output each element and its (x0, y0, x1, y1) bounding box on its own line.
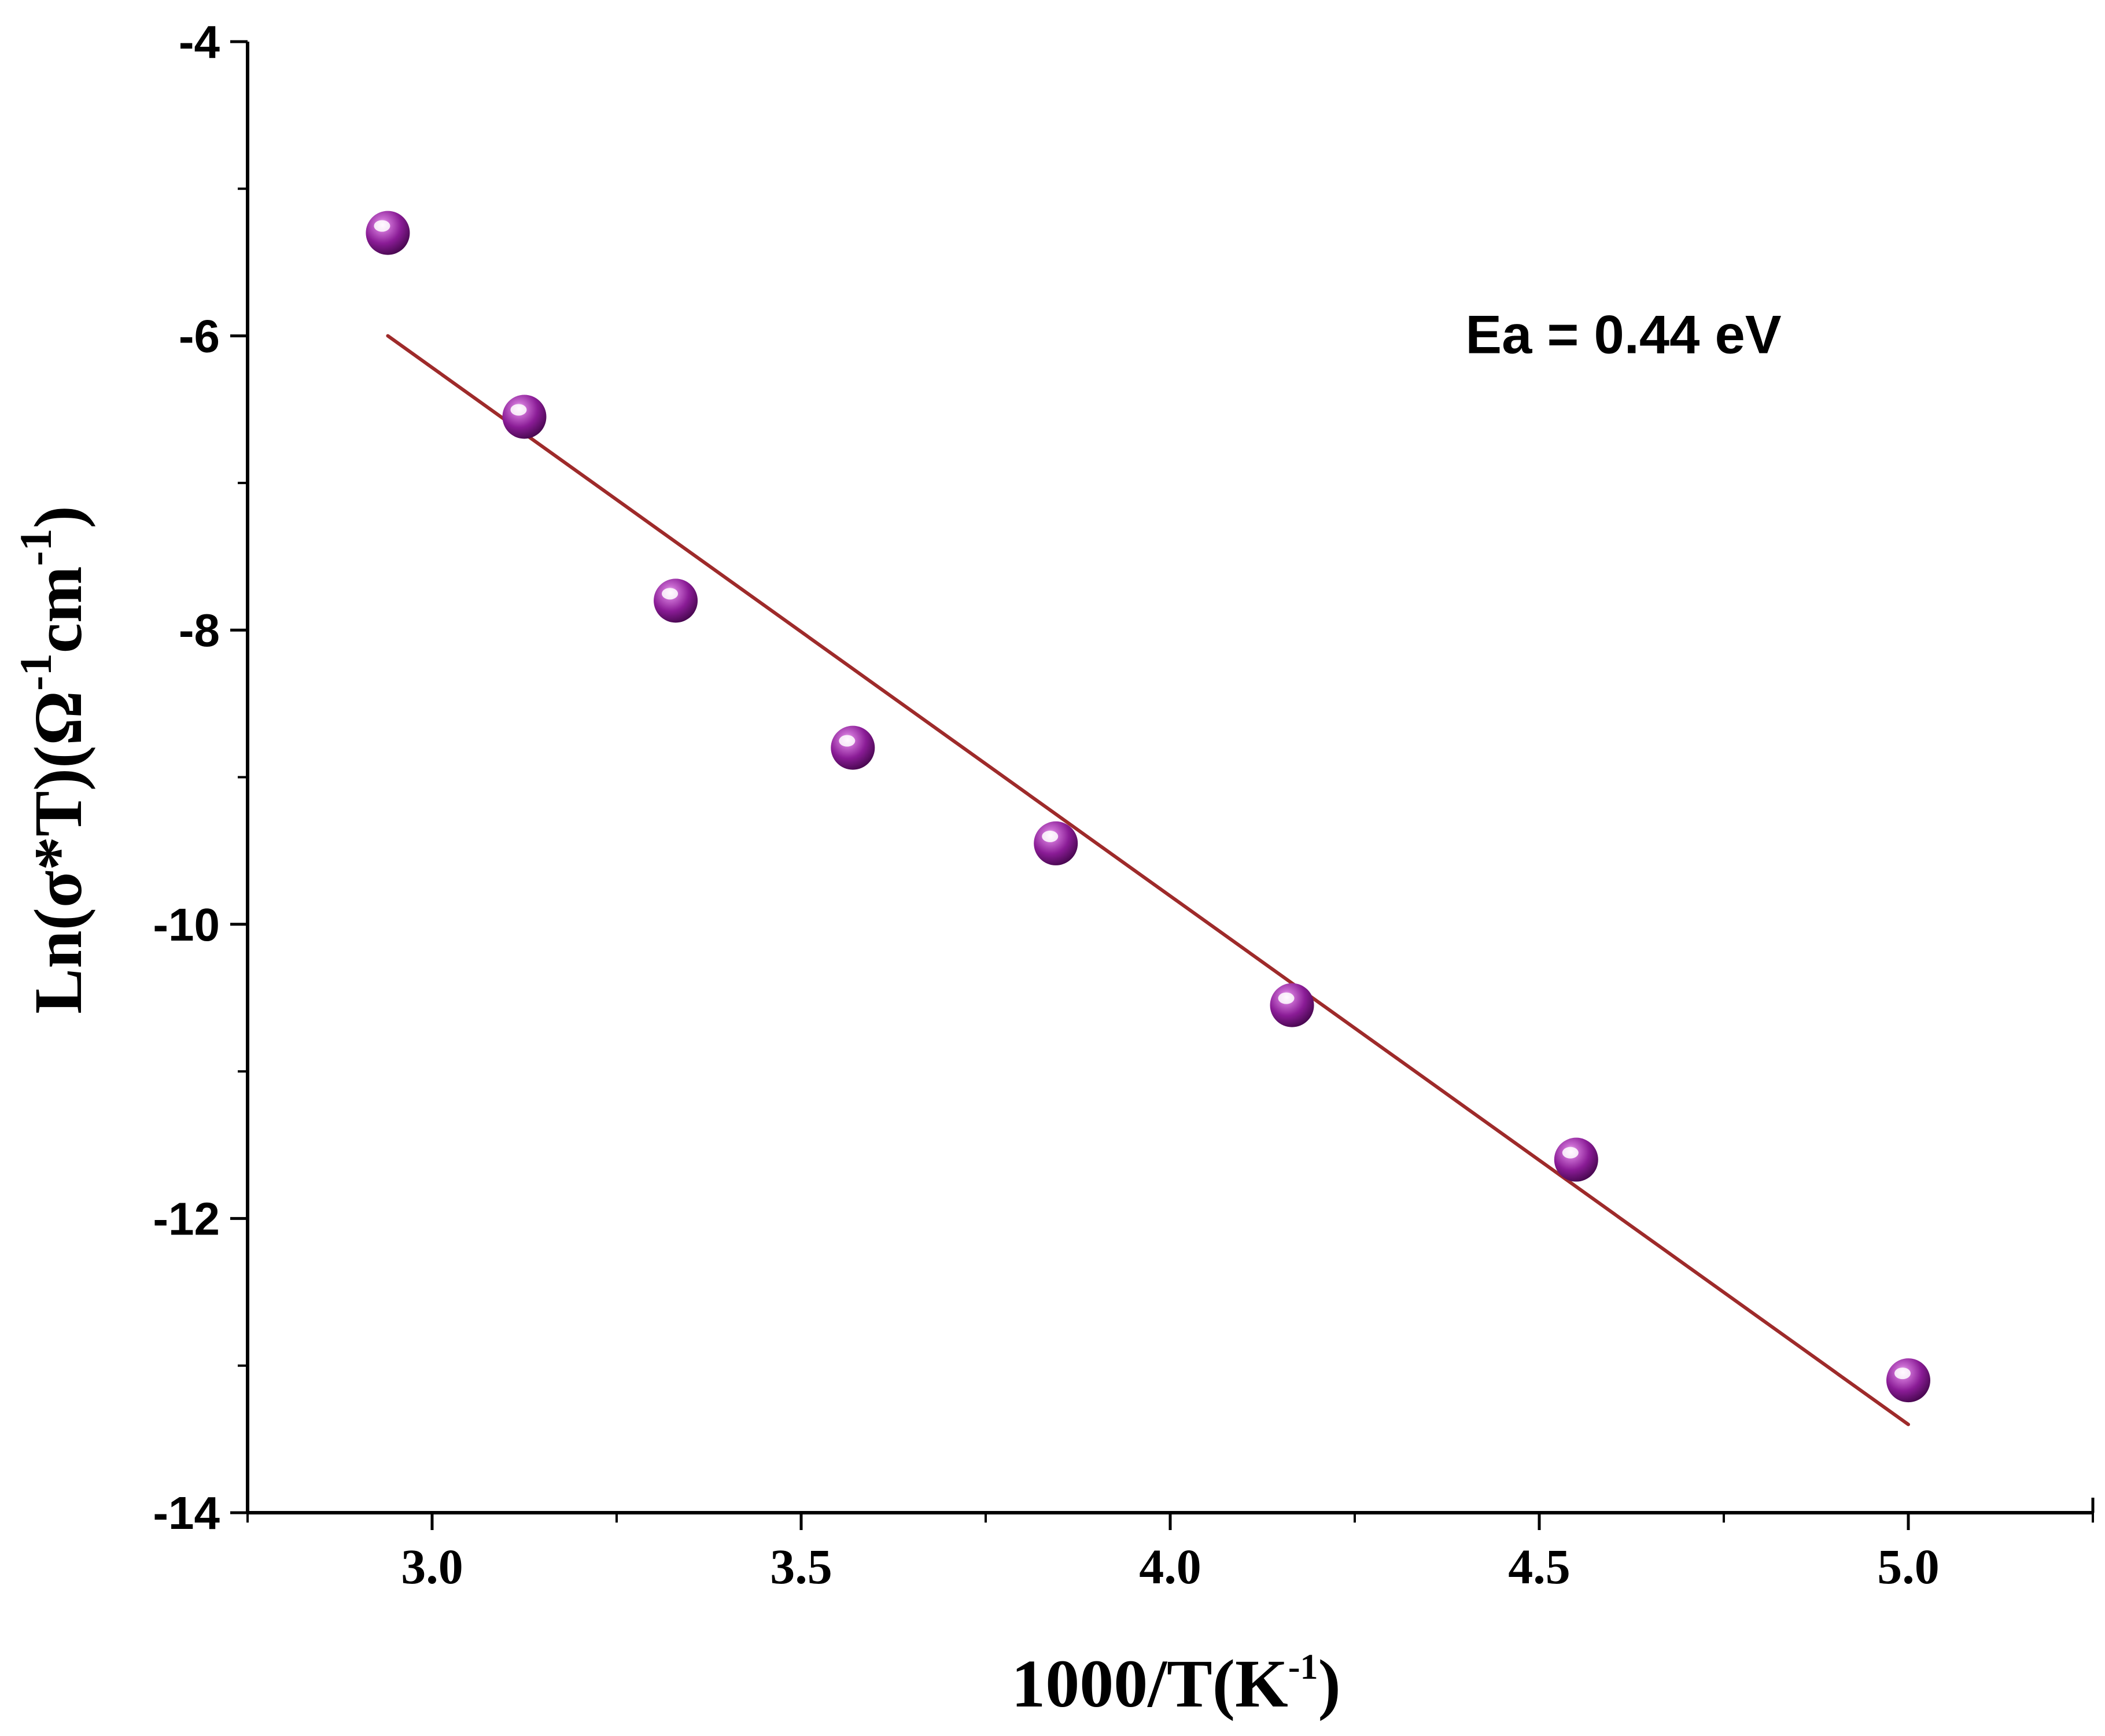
y-tick-label: -12 (153, 1193, 220, 1244)
data-point-sphere (1034, 821, 1078, 865)
x-tick-label: 3.0 (401, 1539, 463, 1594)
data-point-highlight (1042, 830, 1059, 842)
data-point (654, 578, 698, 623)
y-axis-title: Ln(σ*T)(Ω-1cm-1) (10, 506, 96, 1014)
data-point-highlight (662, 588, 679, 600)
y-tick-label: -10 (153, 899, 220, 950)
data-point (366, 211, 410, 255)
x-tick-label: 3.5 (770, 1539, 832, 1594)
activation-energy-annotation: Ea = 0.44 eV (1465, 304, 1781, 365)
y-tick-label: -6 (179, 311, 220, 362)
data-point (1270, 983, 1314, 1027)
data-point-highlight (374, 220, 390, 232)
y-tick-label: -4 (179, 16, 220, 68)
data-point-sphere (1270, 983, 1314, 1027)
x-axis-title: 1000/T(K-1) (1011, 1646, 1341, 1722)
data-point (502, 395, 547, 439)
data-point-sphere (1886, 1358, 1930, 1403)
data-point (1554, 1137, 1598, 1182)
data-point (831, 725, 875, 770)
x-tick-label: 4.5 (1508, 1539, 1571, 1594)
data-point-highlight (1894, 1368, 1911, 1380)
data-point-highlight (1562, 1147, 1579, 1159)
data-point (1034, 821, 1078, 865)
y-tick-label: -8 (179, 605, 220, 656)
data-point-sphere (502, 395, 547, 439)
data-point-highlight (839, 735, 856, 747)
data-point-sphere (1554, 1137, 1598, 1182)
data-point-sphere (366, 211, 410, 255)
x-tick-label: 5.0 (1877, 1539, 1940, 1594)
y-tick-label: -14 (153, 1487, 220, 1539)
data-point-sphere (654, 578, 698, 623)
data-point-sphere (831, 725, 875, 770)
x-tick-label: 4.0 (1139, 1539, 1201, 1594)
data-point (1886, 1358, 1930, 1403)
data-point-highlight (510, 404, 527, 416)
linear-fit-line (386, 334, 1910, 1427)
data-point-highlight (1278, 992, 1295, 1004)
